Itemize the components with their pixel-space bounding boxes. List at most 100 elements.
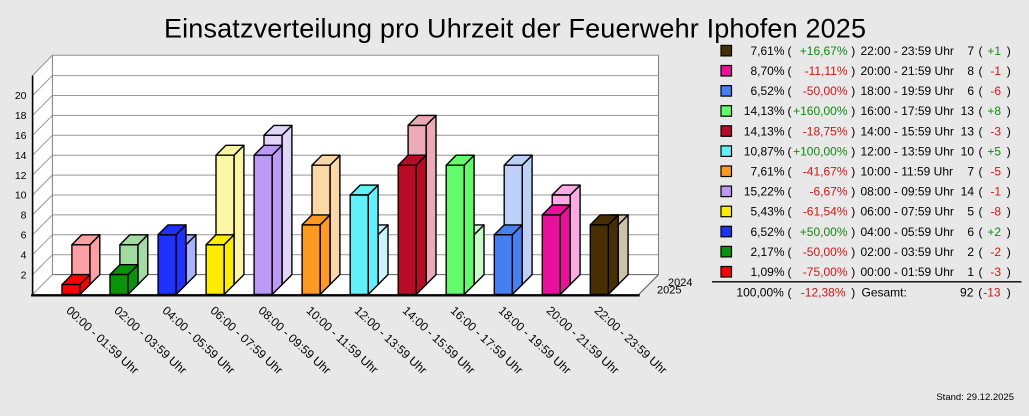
svg-text:8: 8	[21, 210, 27, 222]
svg-text:14:00 - 15:59 Uhr: 14:00 - 15:59 Uhr	[861, 124, 954, 138]
svg-text:(: (	[978, 286, 982, 300]
svg-text:16:00 - 17:59 Uhr: 16:00 - 17:59 Uhr	[861, 104, 954, 118]
svg-text:2: 2	[967, 245, 974, 259]
svg-text:+8: +8	[987, 104, 1001, 118]
svg-text:-3: -3	[990, 124, 1001, 138]
svg-text:Einsatzverteilung pro Uhrzeit: Einsatzverteilung pro Uhrzeit der Feuerw…	[164, 13, 866, 43]
svg-text:): )	[1007, 185, 1011, 199]
svg-text:10: 10	[15, 190, 27, 202]
svg-text:): )	[851, 265, 855, 279]
svg-text:-61,54%: -61,54%	[803, 205, 848, 219]
svg-text:(: (	[979, 144, 983, 158]
svg-text:+1: +1	[987, 44, 1001, 58]
svg-text:-2: -2	[990, 245, 1001, 259]
svg-text:): )	[851, 286, 855, 300]
svg-text:): )	[851, 185, 855, 199]
svg-text:(: (	[788, 104, 792, 118]
svg-text:12:00 - 13:59 Uhr: 12:00 - 13:59 Uhr	[861, 144, 954, 158]
svg-text:): )	[851, 165, 855, 179]
svg-text:(: (	[788, 286, 792, 300]
svg-text:): )	[1007, 104, 1011, 118]
svg-text:-41,67%: -41,67%	[803, 165, 848, 179]
svg-text:14: 14	[961, 185, 975, 199]
svg-text:15,22%: 15,22%	[744, 185, 785, 199]
svg-text:-75,00%: -75,00%	[803, 265, 848, 279]
svg-text:20:00 - 21:59 Uhr: 20:00 - 21:59 Uhr	[861, 64, 954, 78]
svg-text:+100,00%: +100,00%	[793, 144, 848, 158]
svg-text:100,00%: 100,00%	[736, 286, 784, 300]
svg-text:(: (	[788, 245, 792, 259]
svg-text:): )	[1007, 245, 1011, 259]
svg-text:2: 2	[21, 269, 27, 281]
svg-text:92: 92	[960, 286, 974, 300]
svg-text:): )	[1007, 144, 1011, 158]
svg-text:): )	[851, 104, 855, 118]
svg-text:): )	[851, 64, 855, 78]
svg-text:6,52%: 6,52%	[750, 225, 784, 239]
svg-text:): )	[851, 245, 855, 259]
svg-text:6: 6	[967, 84, 974, 98]
svg-text:(: (	[788, 44, 792, 58]
svg-text:+5: +5	[987, 144, 1001, 158]
svg-text:7: 7	[967, 165, 974, 179]
svg-text:-6: -6	[990, 84, 1001, 98]
svg-text:08:00 - 09:59 Uhr: 08:00 - 09:59 Uhr	[861, 185, 954, 199]
svg-text:(: (	[788, 265, 792, 279]
svg-text:00:00 - 01:59 Uhr: 00:00 - 01:59 Uhr	[861, 265, 954, 279]
svg-text:7,61%: 7,61%	[750, 165, 784, 179]
svg-text:): )	[851, 225, 855, 239]
svg-text:1: 1	[967, 265, 974, 279]
svg-text:14,13%: 14,13%	[744, 104, 785, 118]
svg-text:12: 12	[15, 170, 27, 182]
svg-text:14: 14	[15, 150, 27, 162]
svg-text:-50,00%: -50,00%	[803, 84, 848, 98]
svg-text:): )	[1007, 124, 1011, 138]
svg-text:2025: 2025	[657, 285, 681, 297]
svg-text:7,61%: 7,61%	[750, 44, 784, 58]
svg-text:14,13%: 14,13%	[744, 124, 785, 138]
svg-text:): )	[1007, 84, 1011, 98]
svg-text:2024: 2024	[668, 277, 692, 289]
svg-text:(: (	[979, 185, 983, 199]
svg-text:-1: -1	[990, 64, 1001, 78]
svg-text:7: 7	[967, 44, 974, 58]
svg-text:(: (	[788, 165, 792, 179]
svg-text:(: (	[979, 265, 983, 279]
svg-text:(: (	[979, 84, 983, 98]
svg-text:-5: -5	[990, 165, 1001, 179]
svg-text:): )	[851, 44, 855, 58]
svg-text:(: (	[979, 44, 983, 58]
svg-text:(: (	[979, 225, 983, 239]
svg-text:+160,00%: +160,00%	[793, 104, 848, 118]
svg-text:-1: -1	[990, 185, 1001, 199]
svg-text:16: 16	[15, 130, 27, 142]
svg-text:18: 18	[15, 110, 27, 122]
svg-text:(: (	[788, 225, 792, 239]
svg-text:-18,75%: -18,75%	[803, 124, 848, 138]
svg-text:-6,67%: -6,67%	[809, 185, 847, 199]
svg-text:8: 8	[967, 64, 974, 78]
svg-text:Gesamt:: Gesamt:	[862, 286, 907, 300]
svg-text:(: (	[979, 64, 983, 78]
svg-text:2,17%: 2,17%	[750, 245, 784, 259]
svg-text:5: 5	[967, 205, 974, 219]
svg-text:6,52%: 6,52%	[750, 84, 784, 98]
svg-text:-50,00%: -50,00%	[803, 245, 848, 259]
svg-text:(: (	[979, 205, 983, 219]
svg-text:13: 13	[961, 104, 975, 118]
svg-text:18:00 - 19:59 Uhr: 18:00 - 19:59 Uhr	[861, 84, 954, 98]
svg-text:): )	[1007, 64, 1011, 78]
svg-text:): )	[851, 144, 855, 158]
svg-text:+2: +2	[987, 225, 1001, 239]
svg-text:-12,38%: -12,38%	[801, 286, 846, 300]
svg-text:): )	[1007, 225, 1011, 239]
svg-text:): )	[851, 84, 855, 98]
svg-text:8,70%: 8,70%	[750, 64, 784, 78]
svg-text:(: (	[788, 84, 792, 98]
svg-text:(: (	[788, 185, 792, 199]
svg-text:+16,67%: +16,67%	[800, 44, 848, 58]
svg-text:10,87%: 10,87%	[744, 144, 785, 158]
svg-text:): )	[851, 205, 855, 219]
svg-text:5,43%: 5,43%	[750, 205, 784, 219]
svg-text:-3: -3	[990, 265, 1001, 279]
